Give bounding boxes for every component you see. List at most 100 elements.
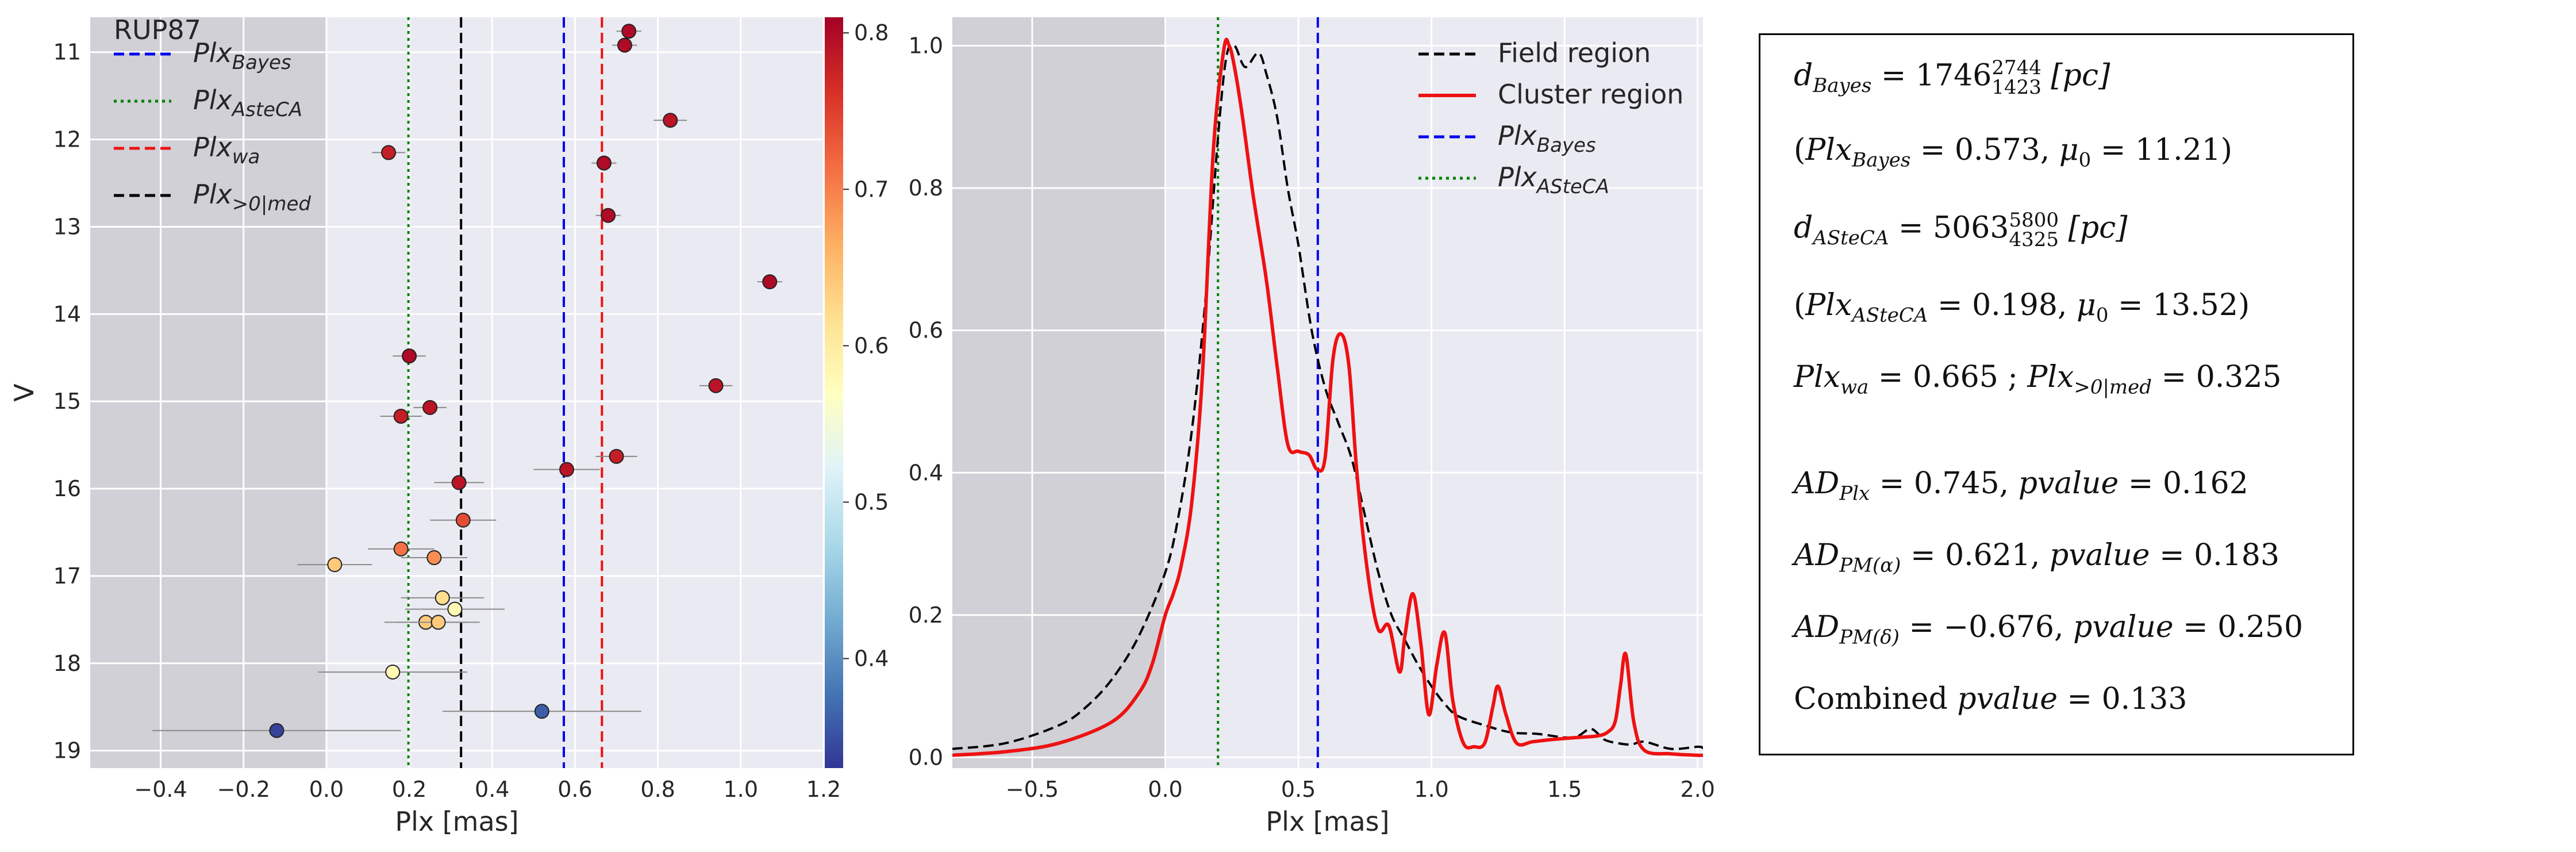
panel2-legend-label: Cluster region (1498, 79, 1683, 110)
panel1-x-tick: 0.6 (558, 777, 592, 802)
star-marker (455, 512, 471, 528)
star-marker (708, 378, 724, 393)
colorbar-gradient (825, 17, 843, 768)
star-marker (596, 155, 612, 171)
star-point (612, 37, 637, 53)
star-point (434, 475, 484, 490)
info-plx-bayes: (PlxBayes = 0.573, μ0 = 11.21) (1794, 133, 2233, 172)
star-point (699, 378, 733, 393)
star-point (152, 723, 401, 738)
star-marker (393, 409, 409, 424)
panel2-y-tick: 0.8 (909, 175, 943, 201)
panel2-y-tick: 0.4 (909, 460, 943, 485)
panel1-x-tick: −0.4 (134, 777, 187, 802)
panel2-legend-label: PlxBayes (1498, 120, 1596, 157)
panel2-grid (952, 17, 1703, 768)
star-point (318, 664, 468, 680)
colorbar-tick: 0.7 (854, 176, 889, 202)
star-marker (534, 704, 549, 719)
star-marker (762, 274, 778, 290)
star-point (591, 155, 617, 171)
info-ad-plx: ADPlx = 0.745, pvalue = 0.162 (1794, 466, 2248, 505)
panel2-x-tick: 1.0 (1414, 777, 1448, 802)
panel1-y-tick: 12 (53, 127, 81, 152)
panel1-y-tick: 11 (53, 40, 81, 65)
panel1-negative-plx-shade (90, 17, 326, 768)
panel1-x-tick: 0.0 (309, 777, 344, 802)
colorbar-tick: 0.4 (854, 646, 889, 671)
star-point (757, 274, 782, 290)
parallax-magnitude-panel: −0.4 −0.2 0.0 0.2 0.4 0.6 0.8 1.0 1.2 11 12 13 14 15… (9, 14, 841, 837)
panel1-y-axis-label: V (9, 383, 40, 402)
star-point (397, 615, 480, 630)
panel2-y-tick: 0.0 (909, 744, 943, 770)
panel2-x-tick: 2.0 (1681, 777, 1715, 802)
info-ad-pm-alpha: ADPM(α) = 0.621, pvalue = 0.183 (1794, 538, 2280, 577)
star-marker (447, 601, 463, 617)
panel2-x-tick: 1.5 (1547, 777, 1582, 802)
star-point (297, 557, 372, 573)
star-point (653, 113, 687, 128)
star-point (393, 348, 426, 364)
colorbar-tick: 0.6 (854, 333, 889, 358)
panel1-y-tick: 14 (53, 301, 81, 327)
star-point (595, 208, 621, 223)
panel2-x-tick: 0.5 (1281, 777, 1316, 802)
info-ad-pm-delta: ADPM(δ) = −0.676, pvalue = 0.250 (1794, 610, 2304, 649)
panel1-y-tick-labels: 11 12 13 14 15 16 17 18 19 (53, 40, 81, 763)
panel2-y-tick: 0.6 (909, 318, 943, 343)
panel1-x-tick: 1.2 (806, 777, 841, 802)
star-marker (601, 208, 616, 223)
star-marker (663, 113, 678, 128)
star-marker (451, 475, 467, 490)
panel1-shade-rect (90, 17, 326, 768)
star-point (595, 448, 637, 464)
star-point (401, 590, 484, 605)
star-point (401, 550, 468, 566)
panel1-x-tick: 0.2 (392, 777, 426, 802)
results-info-box: dBayes = 1746 2744 1423 [pc] (PlxBayes = 0… (1759, 33, 2354, 755)
panel1-y-tick: 19 (53, 738, 81, 763)
star-marker (609, 448, 624, 464)
star-point (413, 400, 447, 415)
info-distance-bayes: dBayes = 1746 2744 1423 [pc] (1794, 56, 2110, 99)
star-marker (422, 400, 438, 415)
star-marker (617, 37, 632, 53)
panel2-x-tick-labels: −0.5 0.0 0.5 1.0 1.5 2.0 (1006, 777, 1715, 802)
panel1-stars (152, 24, 782, 738)
star-marker (559, 462, 575, 477)
star-marker (381, 145, 397, 160)
colorbar-tick: 0.5 (854, 489, 889, 515)
star-marker (402, 348, 417, 364)
panel2-legend-label: Field region (1498, 37, 1651, 68)
colorbar-tick: 0.8 (854, 20, 889, 45)
panel1-x-axis-label: Plx [mas] (395, 806, 518, 837)
panel1-y-tick: 18 (53, 651, 81, 676)
star-marker (269, 723, 284, 738)
parallax-density-panel: −0.5 0.0 0.5 1.0 1.5 2.0 0.0 0.2 0.4 0.6 0.8 1.0 P… (909, 17, 1715, 837)
panel2-y-tick: 0.2 (909, 602, 943, 628)
info-plx-wa-med: Plxwa = 0.665 ; Plx>0|med = 0.325 (1794, 360, 2282, 399)
info-combined-pvalue: Combined pvalue = 0.133 (1794, 682, 2187, 716)
panel1-y-tick: 15 (53, 389, 81, 414)
series-cluster-region (952, 37, 1703, 757)
panel2-x-tick: −0.5 (1006, 777, 1059, 802)
colorbar-tick-labels: 0.4 0.5 0.6 0.7 0.8 (843, 20, 889, 671)
star-marker (430, 615, 446, 630)
panel1-x-tick: −0.2 (217, 777, 270, 802)
panel1-x-tick: 0.4 (475, 777, 509, 802)
panel1-reference-lines (407, 17, 603, 768)
panel1-x-tick: 1.0 (724, 777, 758, 802)
star-marker (327, 557, 343, 573)
panel2-density-curves (952, 37, 1703, 757)
panel1-y-tick: 13 (53, 214, 81, 239)
star-point (405, 601, 505, 617)
panel2-shade-rect (952, 17, 1166, 768)
panel1-y-tick: 17 (53, 563, 81, 589)
info-plx-asteca: (PlxASteCA = 0.198, μ0 = 13.52) (1794, 288, 2250, 327)
star-point (430, 512, 497, 528)
panel1-x-tick-labels: −0.4 −0.2 0.0 0.2 0.4 0.6 0.8 1.0 1.2 (134, 777, 841, 802)
star-point (372, 145, 405, 160)
